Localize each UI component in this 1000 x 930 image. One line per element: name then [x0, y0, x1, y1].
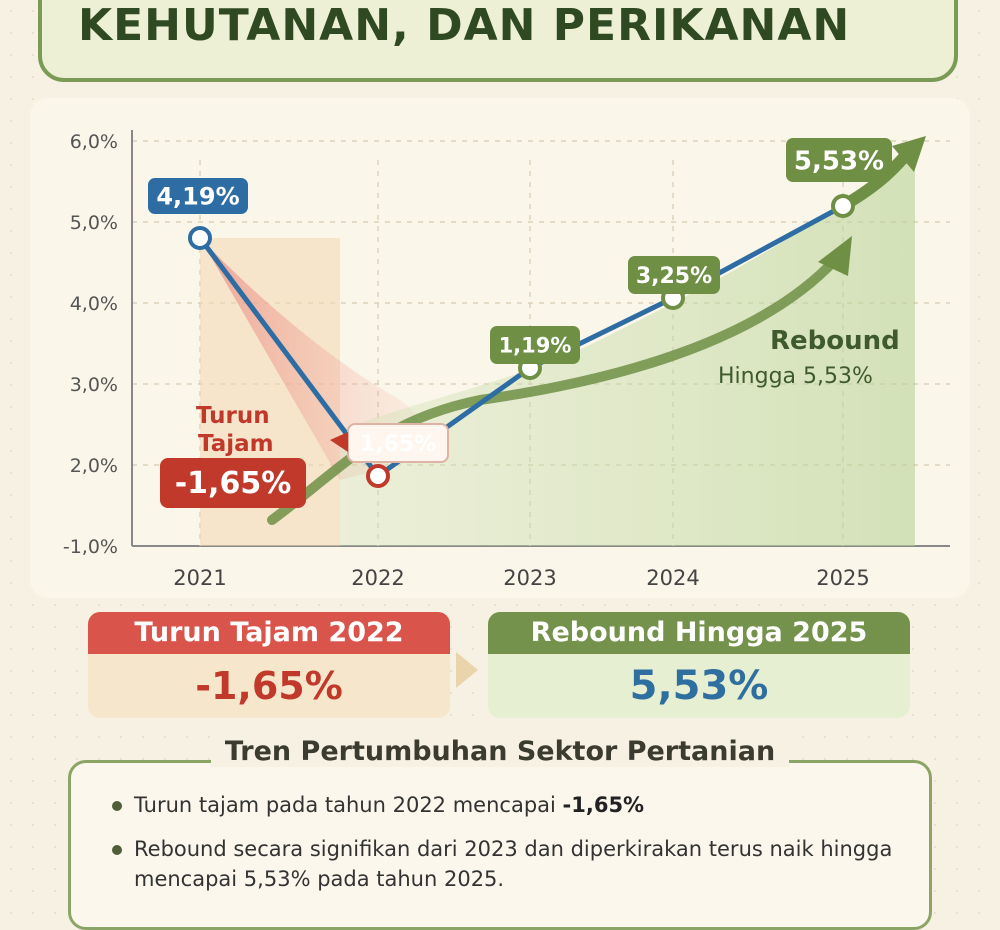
page-title: KEHUTANAN, DAN PERIKANAN — [78, 0, 851, 51]
drop-value-badge — [160, 458, 306, 508]
trend-bullet-1-text: Turun tajam pada tahun 2022 mencapai — [134, 793, 563, 817]
summary-drop-value: -1,65% — [195, 664, 343, 708]
point-label-badge — [786, 138, 892, 182]
badge-pointer-icon — [330, 432, 348, 452]
rebound-annotation-subtitle: Hingga 5,53% — [718, 364, 873, 389]
x-tick-label: 2021 — [173, 566, 226, 590]
point-label-badge — [148, 178, 248, 214]
y-tick-label: 6,0% — [70, 131, 118, 153]
trend-title-wrap: Tren Pertumbuhan Sektor Pertanian — [0, 736, 1000, 767]
drop-value-label: -1,65% — [175, 466, 292, 501]
y-tick-label: 3,0% — [70, 374, 118, 396]
summary-arrow-icon — [456, 652, 478, 688]
x-tick-label: 2022 — [351, 566, 404, 590]
trend-bullet-2-text: Rebound secara signifikan dari 2023 dan … — [134, 837, 893, 891]
rebound-area — [340, 150, 915, 546]
summary-rebound-card: Rebound Hingga 2025 5,53% — [488, 612, 910, 718]
drop-shade — [200, 238, 418, 480]
point-label-badge — [490, 326, 580, 364]
summary-drop-header: Turun Tajam 2022 — [88, 612, 450, 654]
title-banner — [38, 0, 958, 82]
summary-rebound-value: 5,53% — [629, 663, 769, 709]
summary-drop-card: Turun Tajam 2022 -1,65% — [88, 612, 450, 718]
drop-annotation-line2: Tajam — [198, 431, 274, 457]
summary-rebound-header: Rebound Hingga 2025 — [488, 612, 910, 654]
drop-annotation-line1: Turun — [196, 403, 270, 429]
x-tick-label: 2025 — [816, 566, 869, 590]
x-tick-label: 2024 — [646, 566, 699, 590]
point-label: 3,25% — [636, 264, 712, 289]
rebound-annotation-title: Rebound — [770, 326, 900, 356]
point-label: 1,65% — [360, 432, 436, 457]
x-tick-label: 2023 — [503, 566, 556, 590]
y-tick-label: 5,0% — [70, 212, 118, 234]
rebound-arrow-head-icon — [818, 236, 852, 276]
trend-bullet-2: Rebound secara signifikan dari 2023 dan … — [112, 834, 932, 894]
trend-bullet-1: Turun tajam pada tahun 2022 mencapai -1,… — [112, 790, 932, 820]
trend-title: Tren Pertumbuhan Sektor Pertanian — [210, 736, 790, 767]
drop-annotation-title: Turun Tajam — [196, 402, 274, 458]
point-label-badge — [628, 256, 720, 294]
growth-line-chart: 6,0% 5,0% 4,0% 3,0% 2,0% -1,0% 2021 2022 2023 202… — [63, 130, 950, 590]
data-point — [366, 464, 390, 488]
point-label: 4,19% — [156, 183, 239, 211]
rebound-arrow-curve — [267, 255, 840, 525]
data-point — [188, 226, 212, 250]
data-point — [831, 194, 855, 218]
top-arrow-head-icon — [892, 136, 926, 172]
y-tick-label: 2,0% — [70, 455, 118, 477]
point-label: 5,53% — [794, 146, 884, 176]
y-tick-label: 4,0% — [70, 293, 118, 315]
trend-bullet-1-value: -1,65% — [562, 793, 645, 817]
point-label: 1,19% — [499, 334, 572, 358]
y-tick-label: -1,0% — [63, 536, 118, 558]
